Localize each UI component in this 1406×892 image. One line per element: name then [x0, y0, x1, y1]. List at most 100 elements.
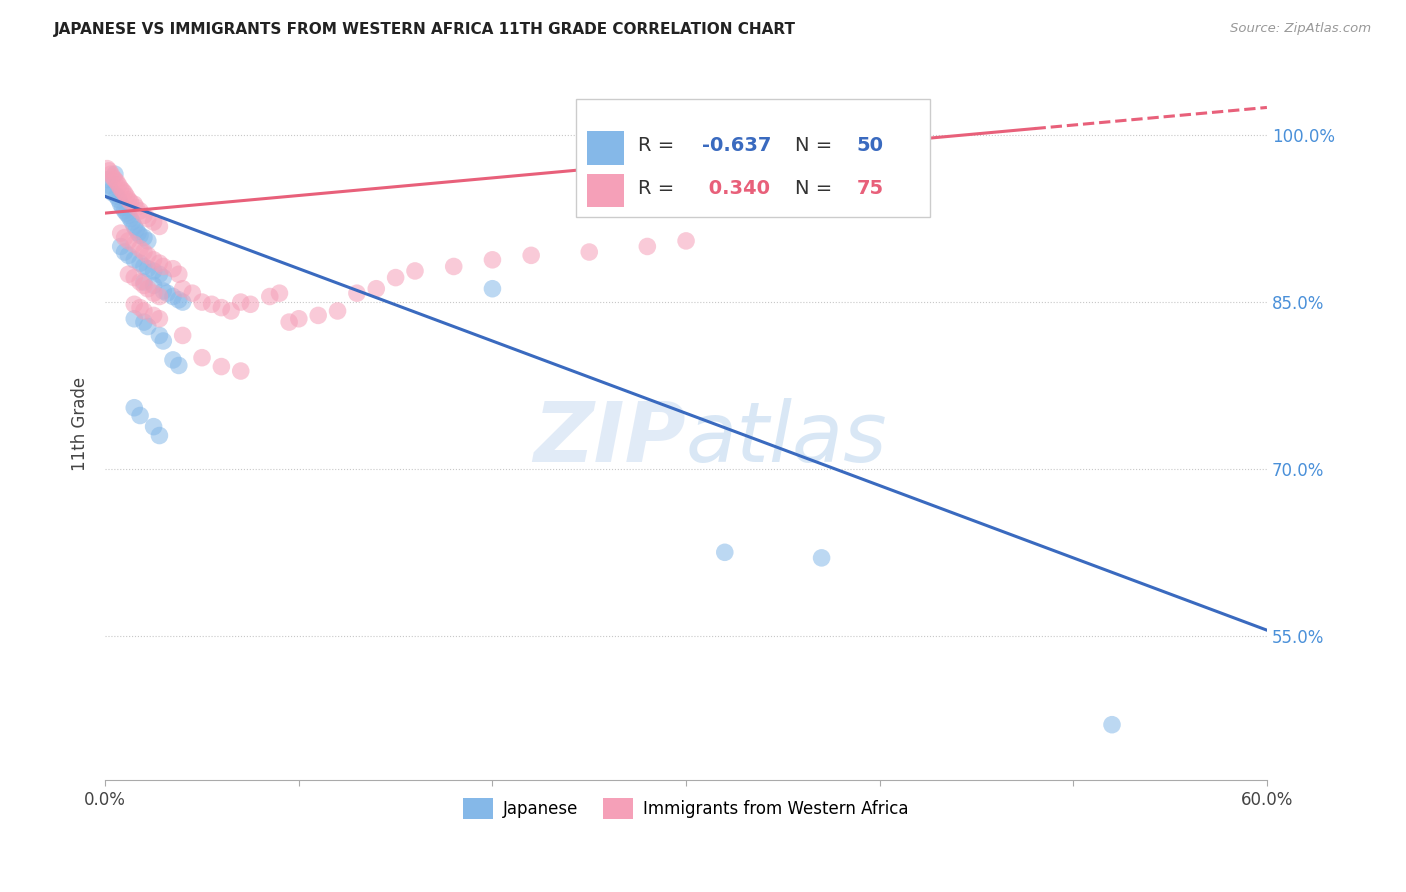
- Point: [127, 226, 149, 240]
- Point: [162, 289, 184, 303]
- Point: [136, 211, 159, 226]
- Point: [120, 194, 142, 209]
- Point: [100, 184, 122, 198]
- Point: [122, 197, 145, 211]
- Point: [104, 172, 127, 186]
- Point: [219, 304, 242, 318]
- Point: [129, 409, 152, 423]
- Point: [132, 245, 155, 260]
- Point: [100, 167, 122, 181]
- Point: [520, 248, 543, 262]
- Point: [136, 319, 159, 334]
- Text: 0.340: 0.340: [703, 178, 770, 198]
- Point: [384, 270, 406, 285]
- Point: [148, 311, 170, 326]
- Point: [110, 197, 132, 211]
- Text: 75: 75: [856, 178, 884, 198]
- Point: [110, 226, 132, 240]
- Point: [148, 328, 170, 343]
- Point: [115, 206, 138, 220]
- Point: [132, 275, 155, 289]
- Point: [578, 245, 600, 260]
- Point: [96, 172, 118, 186]
- Point: [181, 286, 204, 301]
- Point: [117, 248, 139, 262]
- Point: [136, 282, 159, 296]
- Point: [229, 295, 252, 310]
- Point: [142, 278, 165, 293]
- Point: [142, 264, 165, 278]
- FancyBboxPatch shape: [588, 174, 624, 207]
- Point: [107, 193, 129, 207]
- Point: [636, 239, 658, 253]
- Point: [110, 239, 132, 253]
- Point: [129, 242, 152, 256]
- Point: [125, 201, 148, 215]
- Point: [136, 248, 159, 262]
- FancyBboxPatch shape: [575, 99, 929, 217]
- Point: [132, 278, 155, 293]
- Text: atlas: atlas: [686, 398, 887, 479]
- Point: [675, 234, 697, 248]
- Point: [129, 275, 152, 289]
- Point: [148, 256, 170, 270]
- Point: [132, 315, 155, 329]
- Point: [278, 315, 301, 329]
- Point: [98, 164, 121, 178]
- Point: [167, 359, 190, 373]
- Point: [117, 193, 139, 207]
- Text: N =: N =: [796, 136, 839, 155]
- Point: [117, 234, 139, 248]
- Text: -0.637: -0.637: [703, 136, 772, 155]
- Point: [96, 161, 118, 176]
- Point: [346, 286, 368, 301]
- Point: [172, 295, 194, 310]
- Point: [132, 208, 155, 222]
- Point: [810, 550, 832, 565]
- Point: [162, 261, 184, 276]
- Point: [129, 301, 152, 315]
- Point: [122, 311, 145, 326]
- Point: [404, 264, 426, 278]
- Point: [111, 201, 134, 215]
- Point: [104, 167, 127, 181]
- Point: [148, 428, 170, 442]
- Point: [172, 328, 194, 343]
- Point: [117, 208, 139, 222]
- Text: R =: R =: [638, 136, 681, 155]
- Point: [122, 252, 145, 267]
- Point: [167, 293, 190, 307]
- Point: [152, 284, 174, 298]
- Point: [201, 297, 224, 311]
- Point: [191, 351, 214, 365]
- Point: [148, 219, 170, 234]
- Point: [122, 297, 145, 311]
- Text: 50: 50: [856, 136, 884, 155]
- Point: [136, 261, 159, 276]
- Point: [148, 267, 170, 281]
- Point: [269, 286, 291, 301]
- Point: [105, 189, 128, 203]
- Point: [110, 181, 132, 195]
- Point: [120, 211, 142, 226]
- Point: [115, 189, 138, 203]
- Point: [443, 260, 465, 274]
- Point: [148, 289, 170, 303]
- Text: R =: R =: [638, 178, 681, 198]
- Text: N =: N =: [796, 178, 839, 198]
- Point: [142, 215, 165, 229]
- Point: [122, 270, 145, 285]
- Text: JAPANESE VS IMMIGRANTS FROM WESTERN AFRICA 11TH GRADE CORRELATION CHART: JAPANESE VS IMMIGRANTS FROM WESTERN AFRI…: [53, 22, 796, 37]
- Point: [101, 170, 124, 185]
- Point: [172, 282, 194, 296]
- Point: [142, 309, 165, 323]
- Point: [481, 252, 503, 267]
- Point: [136, 234, 159, 248]
- Point: [162, 352, 184, 367]
- Point: [142, 419, 165, 434]
- Text: Source: ZipAtlas.com: Source: ZipAtlas.com: [1230, 22, 1371, 36]
- Point: [122, 401, 145, 415]
- Point: [107, 178, 129, 193]
- Point: [114, 203, 136, 218]
- Point: [129, 203, 152, 218]
